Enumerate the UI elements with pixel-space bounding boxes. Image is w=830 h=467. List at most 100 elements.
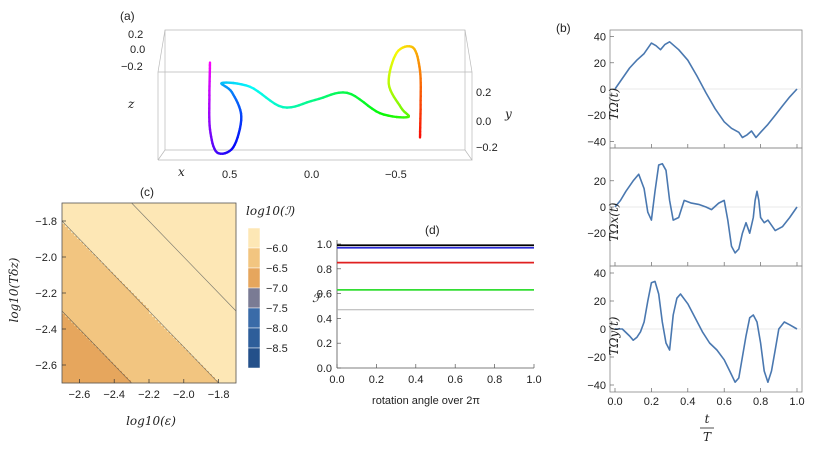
c-cell: [212, 251, 216, 255]
c-cell: [131, 260, 135, 264]
c-cell: [68, 320, 72, 324]
c-cell: [140, 377, 144, 381]
c-cell: [146, 266, 150, 270]
c-cell: [188, 308, 192, 312]
c-cell: [107, 251, 111, 255]
c-cell: [149, 209, 153, 213]
c-cell: [131, 329, 135, 333]
c-cell: [221, 236, 225, 240]
c-cell: [104, 215, 108, 219]
c-cell: [134, 344, 138, 348]
c-cell: [83, 344, 87, 348]
c-cell: [188, 254, 192, 258]
c-cell: [119, 302, 123, 306]
c-cell: [215, 281, 219, 285]
c-cell: [233, 302, 237, 306]
c-cell: [185, 269, 189, 273]
c-cell: [179, 305, 183, 309]
c-cell: [179, 221, 183, 225]
c-cell: [164, 257, 168, 261]
c-cell: [71, 251, 75, 255]
c-cell: [107, 371, 111, 375]
c-cell: [176, 215, 180, 219]
c-cell: [152, 206, 156, 210]
c-cell: [95, 242, 99, 246]
c-cell: [149, 347, 153, 351]
c-cell: [227, 236, 231, 240]
c-cell: [164, 245, 168, 249]
c-cell: [233, 338, 237, 342]
c-cell: [116, 344, 120, 348]
c-cell: [140, 320, 144, 324]
c-cell: [182, 290, 186, 294]
c-cell: [143, 341, 147, 345]
c-cell: [158, 311, 162, 315]
c-cell: [215, 371, 219, 375]
c-cell: [200, 311, 204, 315]
c-cell: [119, 371, 123, 375]
c-cell: [221, 281, 225, 285]
c-cell: [140, 341, 144, 345]
c-cell: [164, 230, 168, 234]
c-cell: [167, 206, 171, 210]
c-cell: [173, 236, 177, 240]
c-cell: [140, 233, 144, 237]
c-cell: [86, 227, 90, 231]
d-xtick-label: 0.2: [369, 374, 384, 386]
c-cell: [113, 377, 117, 381]
c-cell: [89, 344, 93, 348]
c-cell: [227, 251, 231, 255]
c-cell: [179, 371, 183, 375]
c-cell: [218, 332, 222, 336]
c-cell: [71, 239, 75, 243]
c-cell: [212, 344, 216, 348]
c-cell: [137, 203, 141, 207]
c-cell: [200, 209, 204, 213]
c-cell: [179, 326, 183, 330]
c-cell: [149, 203, 153, 207]
c-cell: [185, 377, 189, 381]
c-cell: [140, 260, 144, 264]
c-cell: [122, 266, 126, 270]
c-cell: [206, 233, 210, 237]
c-cell: [107, 311, 111, 315]
c-cell: [176, 311, 180, 315]
c-cell: [116, 233, 120, 237]
c-cell: [137, 377, 141, 381]
c-cell: [188, 350, 192, 354]
c-cell: [197, 347, 201, 351]
c-cell: [92, 251, 96, 255]
c-cell: [227, 344, 231, 348]
c-cell: [173, 278, 177, 282]
c-cell: [125, 326, 129, 330]
c-cell: [143, 224, 147, 228]
c-cell: [149, 245, 153, 249]
c-cell: [125, 248, 129, 252]
c-cell: [164, 281, 168, 285]
c-cell: [71, 335, 75, 339]
c-cell: [227, 227, 231, 231]
c-cell: [233, 299, 237, 303]
c-cell: [77, 224, 81, 228]
c-cell: [230, 356, 234, 360]
c-cell: [152, 326, 156, 330]
c-cell: [161, 260, 165, 264]
c-cell: [119, 275, 123, 279]
c-cell: [164, 320, 168, 324]
c-cell: [188, 368, 192, 372]
c-cell: [98, 344, 102, 348]
c-cell: [176, 317, 180, 321]
c-cell: [110, 251, 114, 255]
c-cell: [71, 278, 75, 282]
c-cell: [170, 281, 174, 285]
c-cell: [167, 353, 171, 357]
c-cell: [158, 380, 162, 384]
c-cell: [188, 326, 192, 330]
c-cell: [230, 320, 234, 324]
c-cell: [215, 326, 219, 330]
c-cell: [95, 251, 99, 255]
c-cell: [116, 293, 120, 297]
c-cell: [188, 362, 192, 366]
c-cell: [137, 320, 141, 324]
c-cell: [224, 224, 228, 228]
